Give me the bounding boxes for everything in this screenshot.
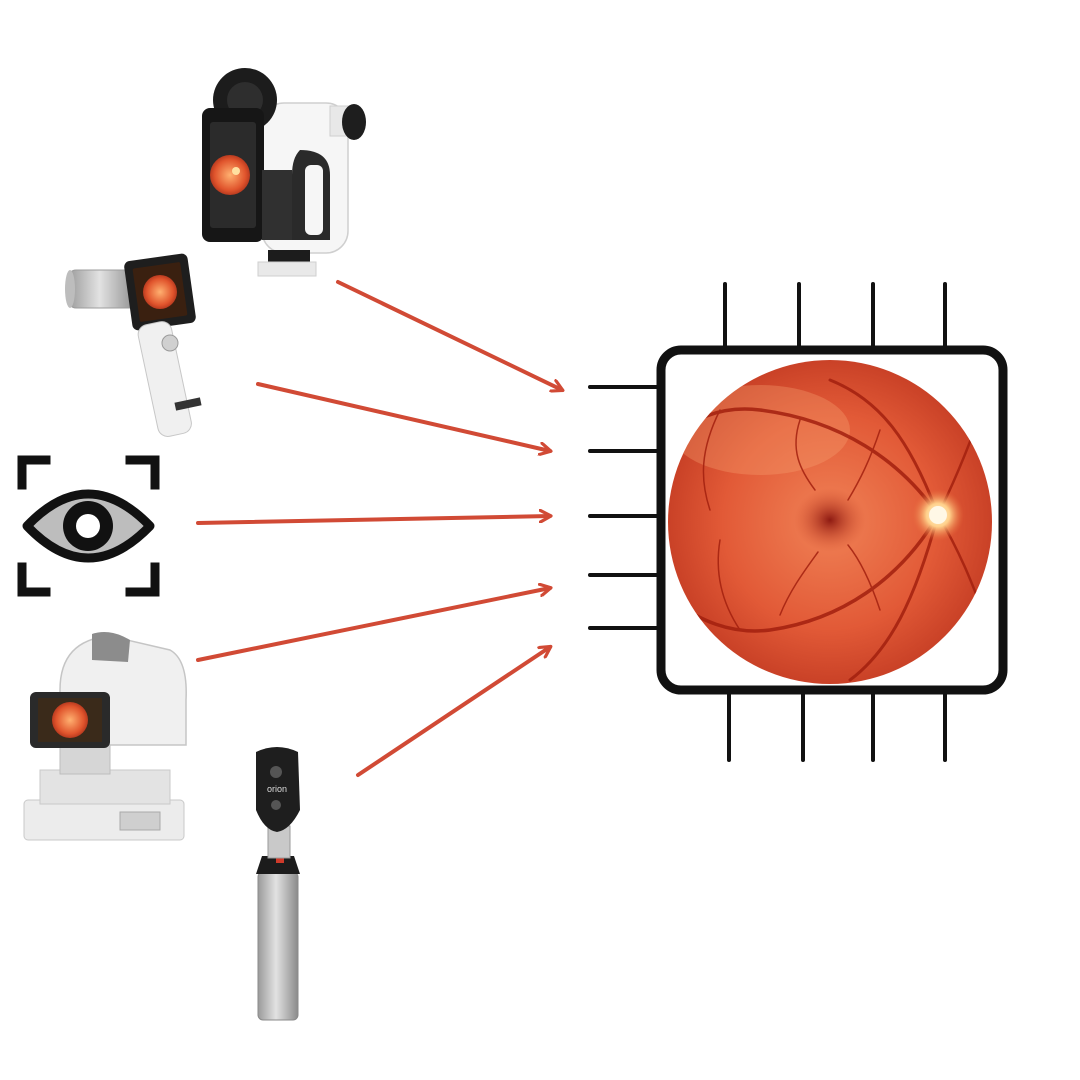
tabletop-camera-icon (23, 632, 187, 841)
handheld-camera-icon (65, 253, 202, 437)
eye-scan-icon (17, 455, 160, 597)
arrows (196, 280, 562, 777)
retina-image (668, 360, 992, 684)
chip-icon (588, 282, 1008, 762)
ophthalmoscope-brand-label: orion (267, 784, 287, 794)
arrow-eye-scan (196, 516, 550, 525)
phone-adapter-icon (202, 68, 366, 277)
ophthalmoscope-icon: orion (256, 747, 300, 1021)
arrow-tabletop-camera (196, 588, 550, 662)
arrow-handheld-camera (256, 382, 550, 451)
arrow-phone-adapter (336, 280, 562, 390)
chip-pins (588, 282, 947, 762)
arrow-ophthalmoscope (356, 647, 550, 777)
